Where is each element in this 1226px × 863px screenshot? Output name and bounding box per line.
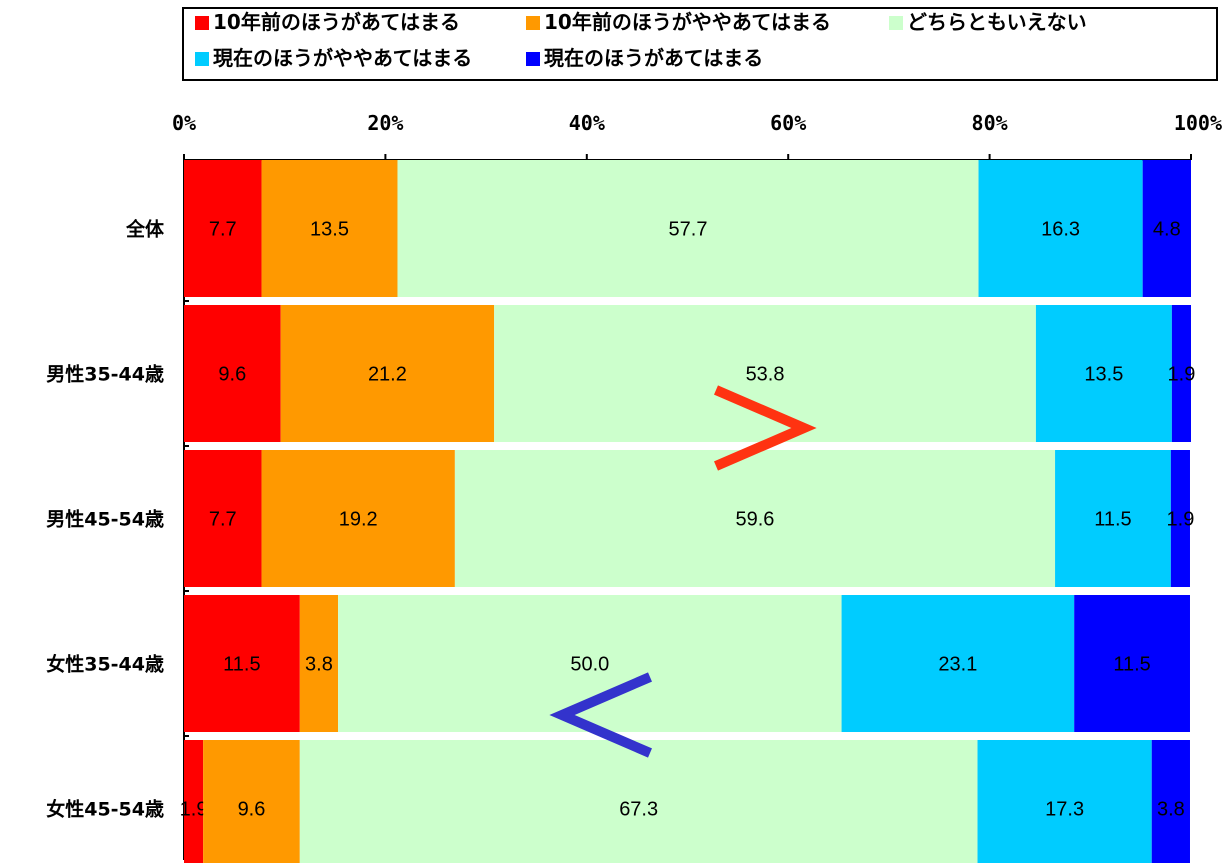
data-label: 7.7 <box>209 219 237 241</box>
bar-segment-女性45-54歳-3 <box>299 740 978 863</box>
legend-label-4: 現在のほうがややあてはまる <box>213 46 472 70</box>
bar-segment-女性35-44歳-3 <box>338 595 842 732</box>
data-label: 50.0 <box>570 654 609 676</box>
data-label: 1.9 <box>1168 364 1196 386</box>
bar-segment-男性45-54歳-5 <box>1170 450 1190 587</box>
less-than-icon <box>549 672 652 758</box>
bar-segment-男性35-44歳-3 <box>494 305 1036 442</box>
bar-segment-男性45-54歳-2 <box>261 450 455 587</box>
legend-label-2: 10年前のほうがややあてはまる <box>544 10 831 34</box>
data-label: 19.2 <box>339 509 378 531</box>
data-label: 59.6 <box>736 509 775 531</box>
data-label: 3.8 <box>305 654 333 676</box>
legend-label-1: 10年前のほうがあてはまる <box>213 10 460 34</box>
bar-segment-女性45-54歳-2 <box>203 740 300 863</box>
data-label: 11.5 <box>1094 509 1131 531</box>
bar-segment-女性35-44歳-5 <box>1074 595 1190 732</box>
category-label: 男性45-54歳 <box>46 508 164 531</box>
data-label: 11.5 <box>223 654 260 676</box>
bar-segment-男性45-54歳-3 <box>454 450 1056 587</box>
bar-segment-全体-3 <box>397 160 979 297</box>
data-label: 16.3 <box>1041 219 1080 241</box>
x-tick-label: 60% <box>770 111 806 135</box>
bar-segment-女性35-44歳-4 <box>841 595 1075 732</box>
legend-swatch-1 <box>195 16 209 30</box>
bar-segment-全体-2 <box>261 160 398 297</box>
data-label: 4.8 <box>1153 219 1181 241</box>
x-tick-label: 20% <box>367 111 403 135</box>
bar-segment-男性45-54歳-4 <box>1055 450 1171 587</box>
category-label: 女性35-44歳 <box>46 653 164 676</box>
legend-swatch-4 <box>195 52 209 66</box>
bar-segment-男性35-44歳-1 <box>184 305 281 442</box>
data-label: 57.7 <box>669 219 708 241</box>
legend-label-3: どちらともいえない <box>907 10 1087 34</box>
bar-segment-男性35-44歳-4 <box>1035 305 1172 442</box>
category-label: 男性35-44歳 <box>46 363 164 386</box>
bar-segment-男性35-44歳-5 <box>1171 305 1191 442</box>
bar-segment-女性35-44歳-2 <box>299 595 339 732</box>
x-tick-label: 80% <box>972 111 1008 135</box>
bar-segment-全体-4 <box>978 160 1143 297</box>
annotations: >< <box>549 385 817 758</box>
bar-segment-女性45-54歳-5 <box>1151 740 1190 863</box>
legend-box <box>182 7 1218 81</box>
data-label: 9.6 <box>238 799 266 821</box>
data-label: 3.8 <box>1157 799 1185 821</box>
bar-segment-女性45-54歳-4 <box>977 740 1152 863</box>
data-label: 23.1 <box>938 654 977 676</box>
bar-segment-男性35-44歳-2 <box>280 305 495 442</box>
data-label: 7.7 <box>209 509 237 531</box>
bar-segment-男性45-54歳-1 <box>184 450 262 587</box>
x-tick-label: 100% <box>1174 111 1222 135</box>
legend-label-5: 現在のほうがあてはまる <box>544 46 763 70</box>
bar-segment-女性35-44歳-1 <box>184 595 300 732</box>
x-tick-label: 0% <box>172 111 196 135</box>
data-label: 67.3 <box>619 799 658 821</box>
legend-swatch-2 <box>526 16 540 30</box>
data-label: 17.3 <box>1045 799 1084 821</box>
plot-area: 全体 7.7 13.5 57.7 16.3 4.8 男性35-44歳 9.6 21.2 53.8 1… <box>46 160 1195 863</box>
legend-swatch-3 <box>889 16 903 30</box>
legend: 10年前のほうがあてはまる 10年前のほうがややあてはまる どちらともいえない現在の… <box>182 7 1218 81</box>
category-label: 女性45-54歳 <box>46 798 164 821</box>
data-label: 1.9 <box>1167 509 1195 531</box>
data-label: 21.2 <box>368 364 407 386</box>
data-label: 13.5 <box>310 219 349 241</box>
category-label: 全体 <box>125 218 165 241</box>
legend-swatch-5 <box>526 52 540 66</box>
data-label: 1.9 <box>180 799 208 821</box>
bar-segment-全体-5 <box>1142 160 1191 297</box>
data-label: 13.5 <box>1084 364 1123 386</box>
bar-segment-女性45-54歳-1 <box>184 740 204 863</box>
data-label: 11.5 <box>1113 654 1150 676</box>
data-label: 53.8 <box>746 364 785 386</box>
greater-than-icon <box>714 385 817 471</box>
bar-segment-全体-1 <box>184 160 262 297</box>
data-label: 9.6 <box>218 364 246 386</box>
x-tick-label: 40% <box>569 111 605 135</box>
